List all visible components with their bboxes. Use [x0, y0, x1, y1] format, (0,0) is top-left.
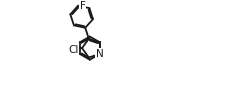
Text: N: N: [96, 49, 104, 59]
Text: Cl: Cl: [68, 45, 79, 55]
Text: F: F: [80, 1, 85, 11]
